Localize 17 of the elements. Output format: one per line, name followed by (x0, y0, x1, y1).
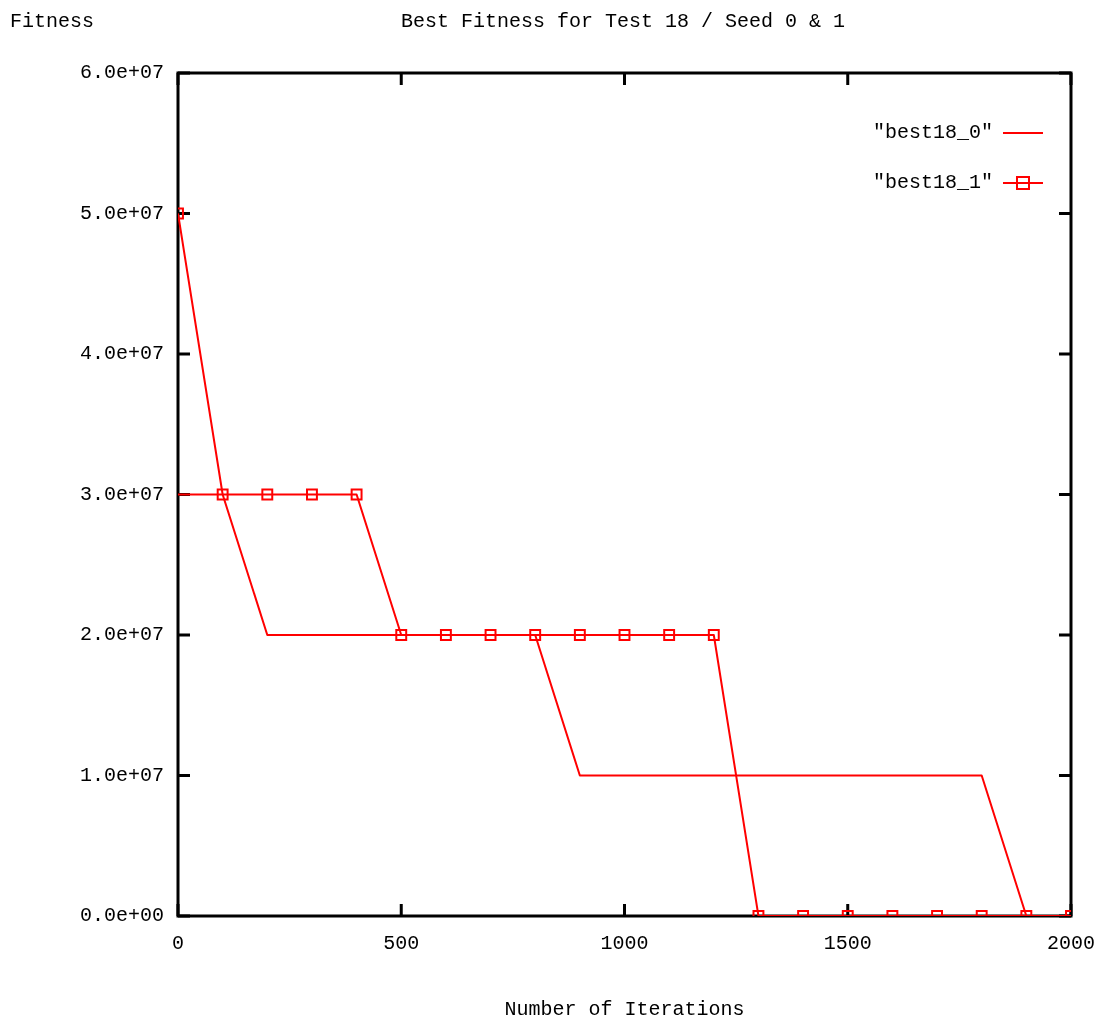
y-tick-label: 1.0e+07 (79, 763, 164, 787)
x-tick-label: 1000 (600, 932, 649, 956)
legend-label: "best18_0" (872, 121, 993, 145)
x-tick-label: 2000 (1046, 932, 1095, 956)
y-tick-label: 5.0e+07 (79, 201, 164, 225)
x-tick-label: 1500 (823, 932, 872, 956)
legend-label: "best18_1" (872, 171, 993, 195)
y-tick-label: 2.0e+07 (79, 623, 164, 647)
x-tick-label: 500 (383, 932, 420, 956)
y-tick-label: 3.0e+07 (79, 482, 164, 506)
y-tick-label: 6.0e+07 (79, 61, 164, 85)
y-tick-label: 0.0e+00 (79, 904, 164, 928)
y-tick-label: 4.0e+07 (79, 342, 164, 366)
chart-title: Best Fitness for Test 18 / Seed 0 & 1 (400, 10, 846, 34)
y-axis-title: Fitness (10, 10, 95, 34)
x-tick-label: 0 (171, 932, 185, 956)
x-axis-title: Number of Iterations (504, 998, 745, 1022)
